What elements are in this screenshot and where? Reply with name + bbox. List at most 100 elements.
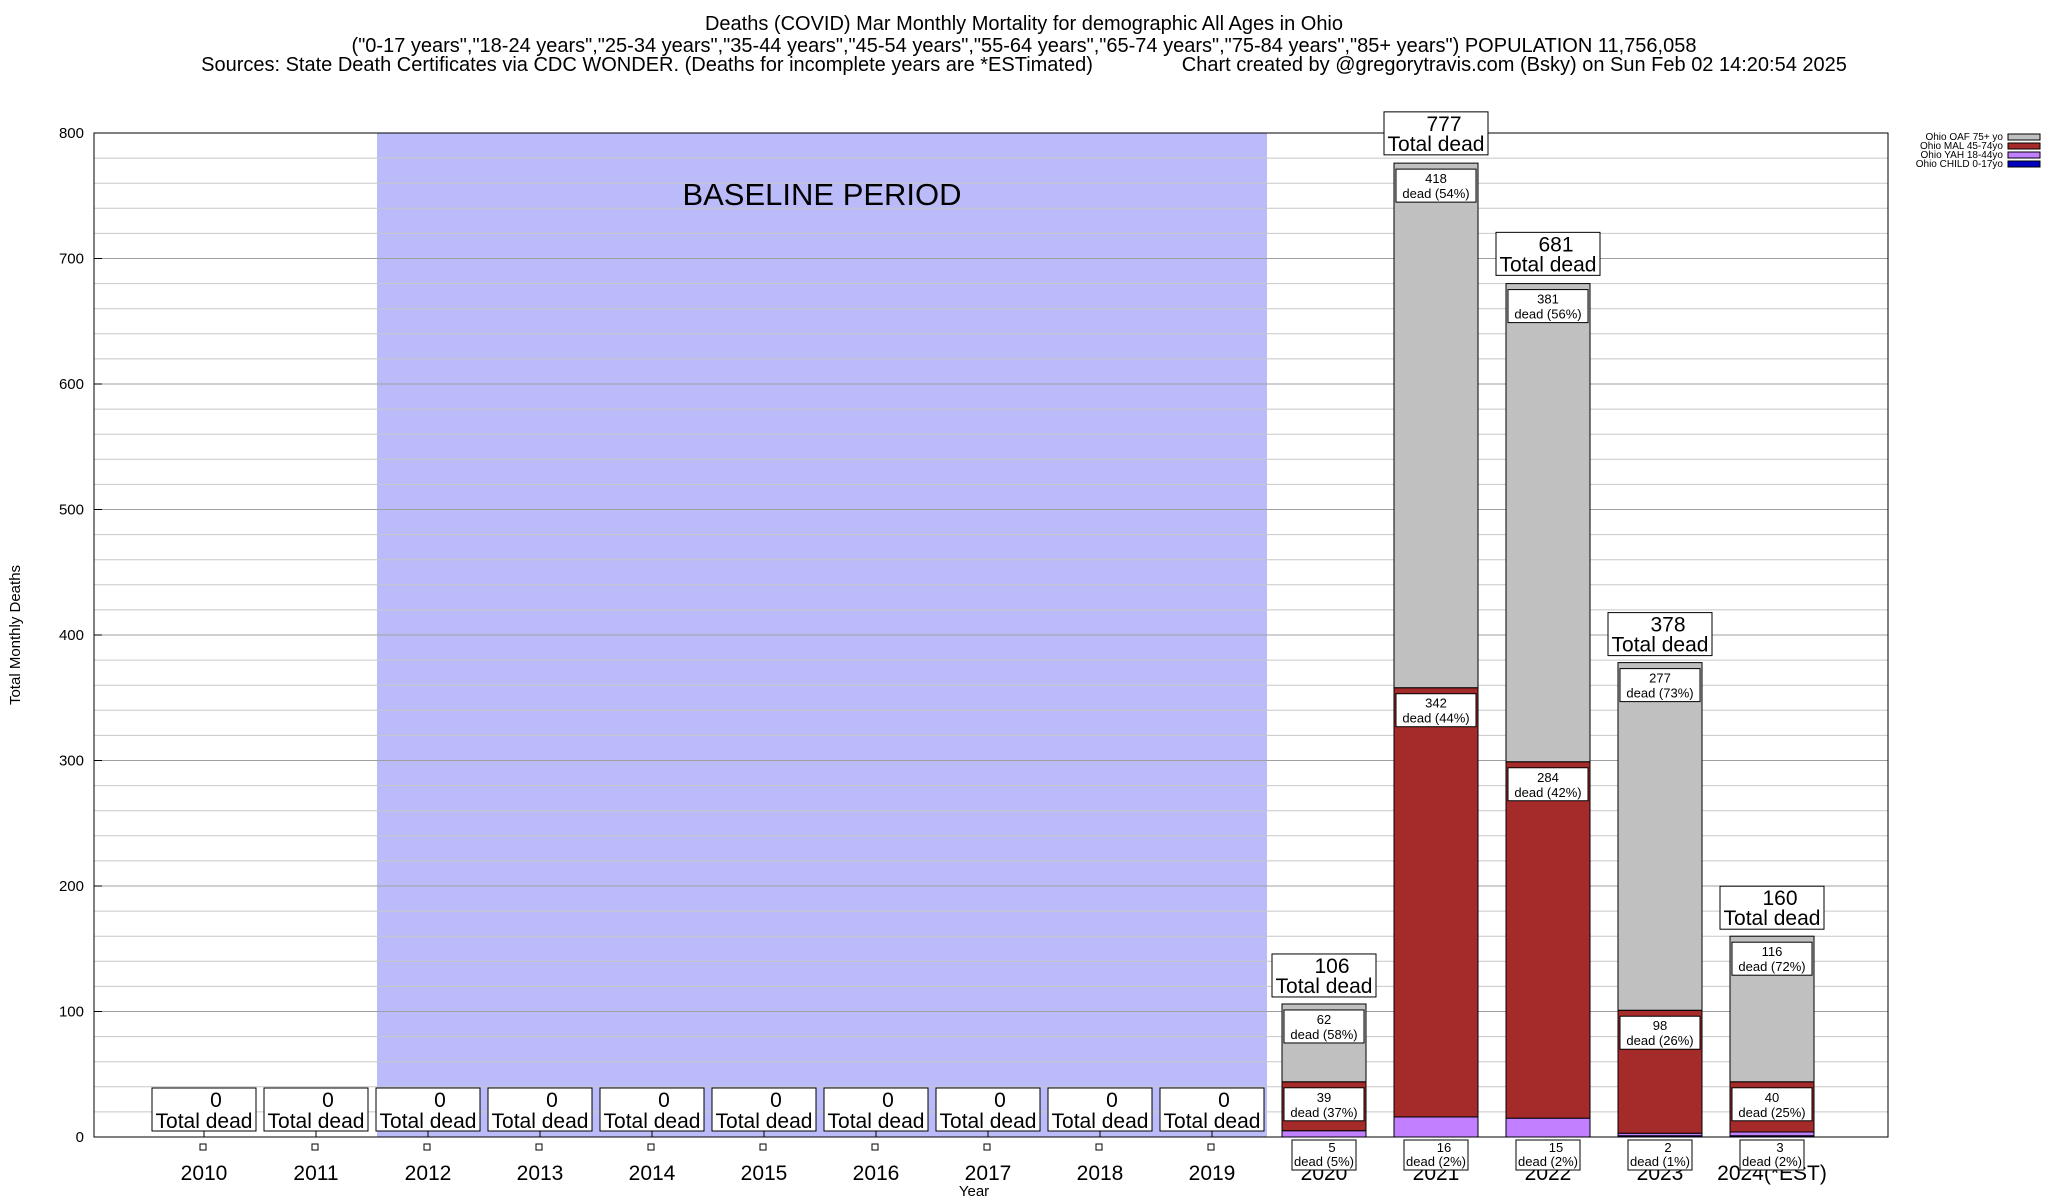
baseline-period-label: BASELINE PERIOD — [682, 177, 961, 212]
zero-marker — [647, 1143, 655, 1151]
segment-label-box — [1507, 289, 1589, 324]
x-tick-label: 2014 — [629, 1162, 676, 1185]
total-label-box — [711, 1087, 817, 1132]
legend-swatch — [2007, 133, 2041, 141]
total-label-box — [1047, 1087, 1153, 1132]
zero-marker — [199, 1143, 207, 1151]
x-tick-label: 2017 — [965, 1162, 1012, 1185]
total-label-box — [823, 1087, 929, 1132]
x-tick-label: 2018 — [1077, 1162, 1124, 1185]
segment-value-label: 277 — [1649, 671, 1671, 686]
segment-percent-label: dead (42%) — [1514, 785, 1581, 800]
segment-label-box — [1403, 1139, 1469, 1171]
zero-marker — [871, 1143, 879, 1151]
chart-subtitle-sources: Sources: State Death Certificates via CD… — [201, 54, 1847, 76]
segment-percent-label: dead (54%) — [1402, 186, 1469, 201]
segment-percent-label: dead (37%) — [1290, 1105, 1357, 1120]
total-label-box — [935, 1087, 1041, 1132]
segment-label-box — [1627, 1139, 1693, 1171]
y-tick-label: 0 — [76, 1129, 84, 1146]
segment-percent-label: dead (58%) — [1290, 1027, 1357, 1042]
total-value-label: 106 — [1314, 955, 1349, 978]
segment-label-box — [1515, 1139, 1581, 1171]
total-value-label: 681 — [1538, 233, 1573, 256]
segment-label-box — [1395, 693, 1477, 728]
total-value-label: 777 — [1426, 113, 1461, 136]
bar-segment-yah — [1505, 1117, 1591, 1138]
total-dead-label: Total dead — [1500, 253, 1597, 276]
segment-percent-label: dead (2%) — [1518, 1154, 1578, 1169]
segment-value-label: 418 — [1425, 171, 1447, 186]
total-value-label: 0 — [770, 1089, 782, 1112]
segment-value-label: 39 — [1317, 1090, 1331, 1105]
total-value-label: 0 — [546, 1089, 558, 1112]
segment-value-label: 2 — [1664, 1140, 1671, 1155]
segment-value-label: 381 — [1537, 292, 1559, 307]
total-label-box — [151, 1087, 257, 1132]
x-tick-label: 2010 — [181, 1162, 228, 1185]
y-tick-label: 300 — [59, 753, 84, 770]
zero-marker — [983, 1143, 991, 1151]
x-tick-label: 2015 — [741, 1162, 788, 1185]
x-tick-label: 2013 — [517, 1162, 564, 1185]
total-dead-label: Total dead — [156, 1110, 253, 1133]
total-label-box — [1383, 111, 1489, 156]
segment-value-label: 116 — [1762, 944, 1783, 959]
total-dead-label: Total dead — [1724, 907, 1821, 930]
segment-label-box — [1619, 1015, 1701, 1050]
segment-value-label: 3 — [1776, 1140, 1783, 1155]
segment-value-label: 16 — [1437, 1140, 1451, 1155]
chart-title: Deaths (COVID) Mar Monthly Mortality for… — [704, 13, 1344, 35]
y-tick-label: 500 — [59, 502, 84, 519]
total-dead-label: Total dead — [380, 1110, 477, 1133]
segment-label-box — [1731, 1087, 1813, 1122]
total-value-label: 0 — [658, 1089, 670, 1112]
segment-label-box — [1739, 1139, 1805, 1171]
segment-value-label: 342 — [1425, 696, 1447, 711]
segment-label-box — [1395, 168, 1477, 203]
segment-value-label: 98 — [1653, 1018, 1667, 1033]
total-value-label: 0 — [882, 1089, 894, 1112]
segment-label-box — [1283, 1087, 1365, 1122]
legend-entry-label: Ohio YAH 18-44yo — [1921, 150, 2004, 161]
total-dead-label: Total dead — [940, 1110, 1037, 1133]
total-value-label: 0 — [434, 1089, 446, 1112]
segment-percent-label: dead (73%) — [1626, 686, 1693, 701]
total-label-box — [599, 1087, 705, 1132]
bar-segment-oaf — [1393, 162, 1479, 689]
total-dead-label: Total dead — [828, 1110, 925, 1133]
total-label-box — [1607, 612, 1713, 657]
total-value-label: 0 — [322, 1089, 334, 1112]
total-dead-label: Total dead — [1388, 133, 1485, 156]
bar-segment-mal — [1505, 761, 1591, 1119]
bar-segment-yah — [1281, 1130, 1367, 1138]
total-dead-label: Total dead — [604, 1110, 701, 1133]
total-value-label: 160 — [1762, 887, 1797, 910]
legend-entry-label: Ohio MAL 45-74yo — [1920, 141, 2003, 152]
segment-label-box — [1291, 1139, 1357, 1171]
total-dead-label: Total dead — [1276, 975, 1373, 998]
segment-percent-label: dead (72%) — [1738, 959, 1805, 974]
segment-percent-label: dead (2%) — [1406, 1154, 1466, 1169]
total-value-label: 0 — [994, 1089, 1006, 1112]
segment-label-box — [1283, 1009, 1365, 1044]
segment-label-box — [1731, 941, 1813, 976]
bar-segment-oaf — [1505, 283, 1591, 763]
y-tick-label: 100 — [59, 1004, 84, 1021]
x-axis-title: Year — [959, 1183, 989, 1200]
segment-percent-label: dead (1%) — [1630, 1154, 1690, 1169]
total-dead-label: Total dead — [268, 1110, 365, 1133]
segment-value-label: 40 — [1765, 1090, 1779, 1105]
y-tick-label: 700 — [59, 251, 84, 268]
segment-percent-label: dead (56%) — [1514, 307, 1581, 322]
bar-segment-mal — [1393, 687, 1479, 1118]
bar-segment-yah — [1393, 1116, 1479, 1138]
segment-value-label: 284 — [1537, 770, 1559, 785]
zero-marker — [759, 1143, 767, 1151]
bar-segment-oaf — [1617, 662, 1703, 1011]
segment-percent-label: dead (44%) — [1402, 711, 1469, 726]
legend-swatch — [2007, 160, 2041, 168]
zero-marker — [311, 1143, 319, 1151]
total-dead-label: Total dead — [1164, 1110, 1261, 1133]
total-label-box — [1495, 231, 1601, 276]
